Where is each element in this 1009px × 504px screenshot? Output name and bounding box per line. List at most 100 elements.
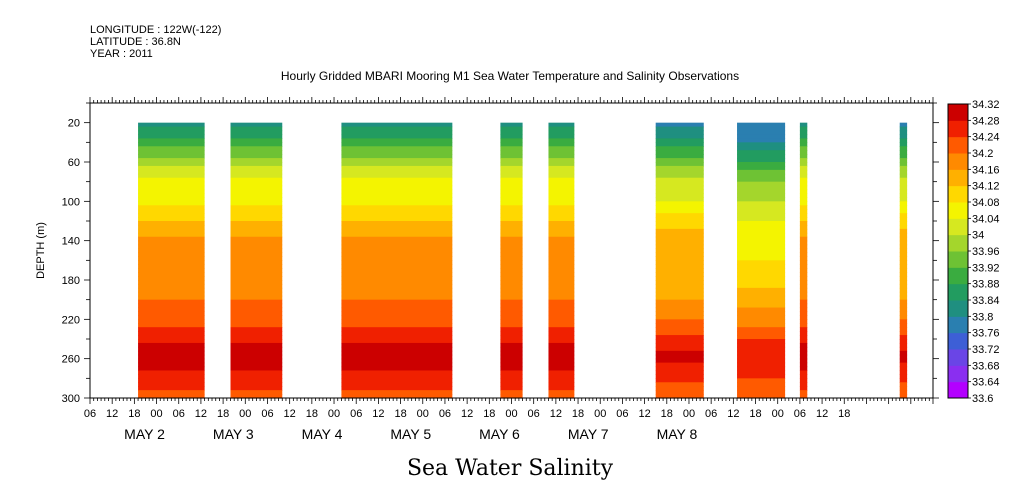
- data-cell: [737, 134, 786, 139]
- data-cell: [500, 150, 523, 155]
- data-cell: [548, 382, 575, 387]
- data-cell: [548, 146, 575, 151]
- y-tick-label: 60: [68, 157, 80, 169]
- data-cell: [899, 323, 908, 328]
- data-cell: [799, 366, 808, 372]
- data-cell: [799, 331, 808, 336]
- data-cell: [138, 181, 205, 187]
- data-cell: [548, 158, 575, 163]
- data-cell: [737, 358, 786, 364]
- data-cell: [737, 158, 786, 163]
- data-cell: [230, 366, 283, 372]
- data-cell: [341, 130, 453, 136]
- data-cell: [899, 213, 908, 218]
- data-cell: [341, 150, 453, 155]
- data-cell: [548, 366, 575, 372]
- data-cell: [737, 138, 786, 143]
- data-cell: [799, 390, 808, 395]
- data-cell: [655, 315, 704, 320]
- data-cell: [138, 280, 205, 285]
- data-cell: [230, 362, 283, 368]
- data-cell: [341, 122, 453, 128]
- data-cell: [899, 162, 908, 167]
- data-cell: [899, 276, 908, 281]
- data-cell: [548, 162, 575, 167]
- data-cell: [548, 205, 575, 210]
- data-cell: [899, 201, 908, 206]
- data-cell: [799, 264, 808, 269]
- data-cell: [230, 268, 283, 273]
- x-tick-label: 00: [594, 408, 606, 420]
- data-cell: [799, 189, 808, 195]
- data-cell: [899, 221, 908, 226]
- data-cell: [500, 315, 523, 320]
- data-cell: [230, 213, 283, 218]
- data-cell: [138, 126, 205, 132]
- data-cell: [500, 319, 523, 324]
- data-cell: [341, 394, 453, 399]
- data-cell: [500, 213, 523, 218]
- variable-title: Sea Water Salinity: [406, 456, 614, 481]
- data-cell: [500, 193, 523, 198]
- data-cell: [548, 319, 575, 324]
- data-cell: [341, 197, 453, 202]
- data-cell: [655, 150, 704, 155]
- colorbar-label: 34.08: [972, 197, 1000, 209]
- data-cell: [655, 280, 704, 285]
- data-cell: [341, 244, 453, 250]
- data-cell: [655, 342, 704, 348]
- data-cell: [655, 138, 704, 143]
- data-cell: [655, 272, 704, 277]
- data-cell: [230, 350, 283, 356]
- x-tick-label: 18: [306, 408, 318, 420]
- data-cell: [500, 134, 523, 139]
- x-tick-label: 12: [816, 408, 828, 420]
- data-cell: [799, 244, 808, 250]
- data-cell: [138, 134, 205, 139]
- data-cell: [799, 291, 808, 297]
- y-tick-label: 220: [62, 314, 80, 326]
- data-cell: [500, 189, 523, 195]
- data-cell: [138, 331, 205, 336]
- data-cell: [341, 248, 453, 254]
- data-cell: [230, 394, 283, 399]
- data-cell: [500, 323, 523, 328]
- data-cell: [737, 162, 786, 167]
- data-cell: [655, 256, 704, 261]
- data-cell: [230, 185, 283, 191]
- data-block: [138, 122, 205, 399]
- data-cell: [548, 264, 575, 269]
- data-cell: [500, 287, 523, 293]
- data-cell: [230, 173, 283, 179]
- data-cell: [799, 181, 808, 187]
- y-tick-label: 300: [62, 393, 80, 405]
- data-cell: [737, 213, 786, 218]
- y-tick-label: 180: [62, 275, 80, 287]
- day-label: MAY 7: [568, 426, 609, 442]
- data-cell: [230, 327, 283, 332]
- data-cell: [341, 252, 453, 257]
- data-cell: [138, 276, 205, 281]
- data-cell: [230, 154, 283, 159]
- data-cell: [799, 276, 808, 281]
- data-cell: [138, 378, 205, 383]
- data-cell: [655, 374, 704, 379]
- data-cell: [737, 287, 786, 293]
- day-label: MAY 3: [213, 426, 254, 442]
- data-cell: [500, 390, 523, 395]
- data-cell: [500, 221, 523, 226]
- data-cell: [899, 378, 908, 383]
- data-cell: [138, 122, 205, 128]
- data-cell: [655, 287, 704, 293]
- data-cell: [548, 224, 575, 230]
- data-cell: [548, 358, 575, 364]
- data-cell: [341, 390, 453, 395]
- data-cell: [899, 346, 908, 352]
- data-cell: [230, 134, 283, 139]
- data-cell: [548, 169, 575, 175]
- data-cell: [138, 165, 205, 171]
- x-tick-label: 18: [128, 408, 140, 420]
- data-cell: [548, 209, 575, 214]
- data-cell: [548, 221, 575, 226]
- data-cell: [500, 370, 523, 375]
